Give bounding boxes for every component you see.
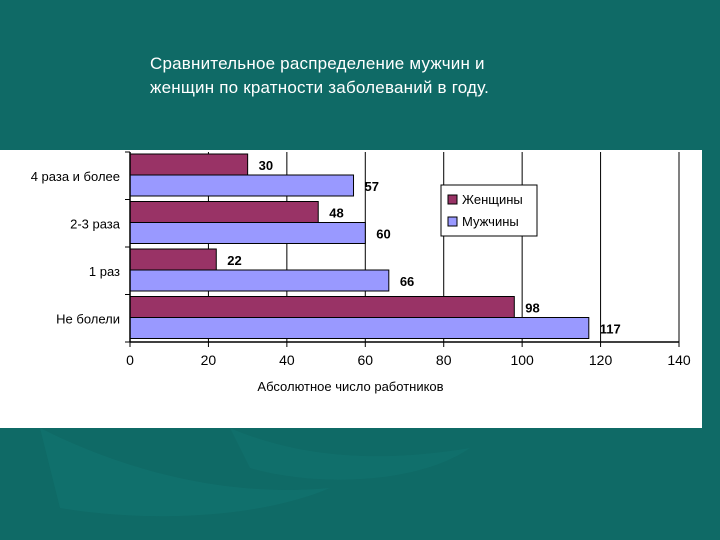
slide-title: Сравнительное распределение мужчин и жен… [150, 52, 610, 100]
x-tick-label: 100 [510, 352, 534, 368]
data-label: 117 [600, 322, 621, 337]
x-tick-label: 140 [667, 352, 691, 368]
data-label: 48 [329, 206, 343, 221]
x-tick-label: 60 [357, 352, 373, 368]
x-tick-label: 0 [126, 352, 134, 368]
data-label: 22 [227, 253, 241, 268]
bar [129, 248, 217, 271]
data-label: 60 [376, 227, 390, 242]
x-tick-label: 80 [436, 352, 452, 368]
chart-panel: 30 57 4 раза и более 48 60 2-3 раза 22 66 1 раз 9… [0, 150, 702, 428]
slide-title-line-1: Сравнительное распределение мужчин и [150, 54, 485, 73]
bar [129, 174, 355, 197]
legend-swatch [447, 216, 458, 227]
legend-box [440, 184, 538, 237]
bar [129, 222, 366, 244]
category-label: 1 раз [89, 264, 120, 279]
x-axis-label: Абсолютное число работников [257, 379, 443, 394]
decorative-swoosh [40, 428, 330, 517]
background-decoration [40, 428, 470, 517]
bar [129, 153, 249, 176]
data-label: 98 [525, 301, 539, 316]
bar [129, 201, 319, 223]
x-tick-label: 120 [589, 352, 613, 368]
legend-label: Женщины [462, 192, 523, 207]
bar [129, 269, 390, 292]
decorative-swoosh [230, 428, 470, 480]
legend-label: Мужчины [462, 214, 519, 229]
bar [129, 296, 515, 318]
category-label: 2-3 раза [70, 216, 121, 231]
category-label: Не болели [56, 311, 120, 326]
legend-swatch [447, 194, 458, 205]
x-tick-label: 20 [201, 352, 217, 368]
data-label: 30 [259, 158, 273, 173]
slide-title-line-2: женщин по кратности заболеваний в году. [150, 78, 490, 97]
data-label: 57 [365, 179, 379, 194]
x-tick-label: 40 [279, 352, 295, 368]
bar-chart: 30 57 4 раза и более 48 60 2-3 раза 22 66 1 раз 9… [31, 151, 691, 394]
bar [129, 317, 590, 339]
data-label: 66 [400, 274, 414, 289]
category-label: 4 раза и более [31, 169, 120, 184]
